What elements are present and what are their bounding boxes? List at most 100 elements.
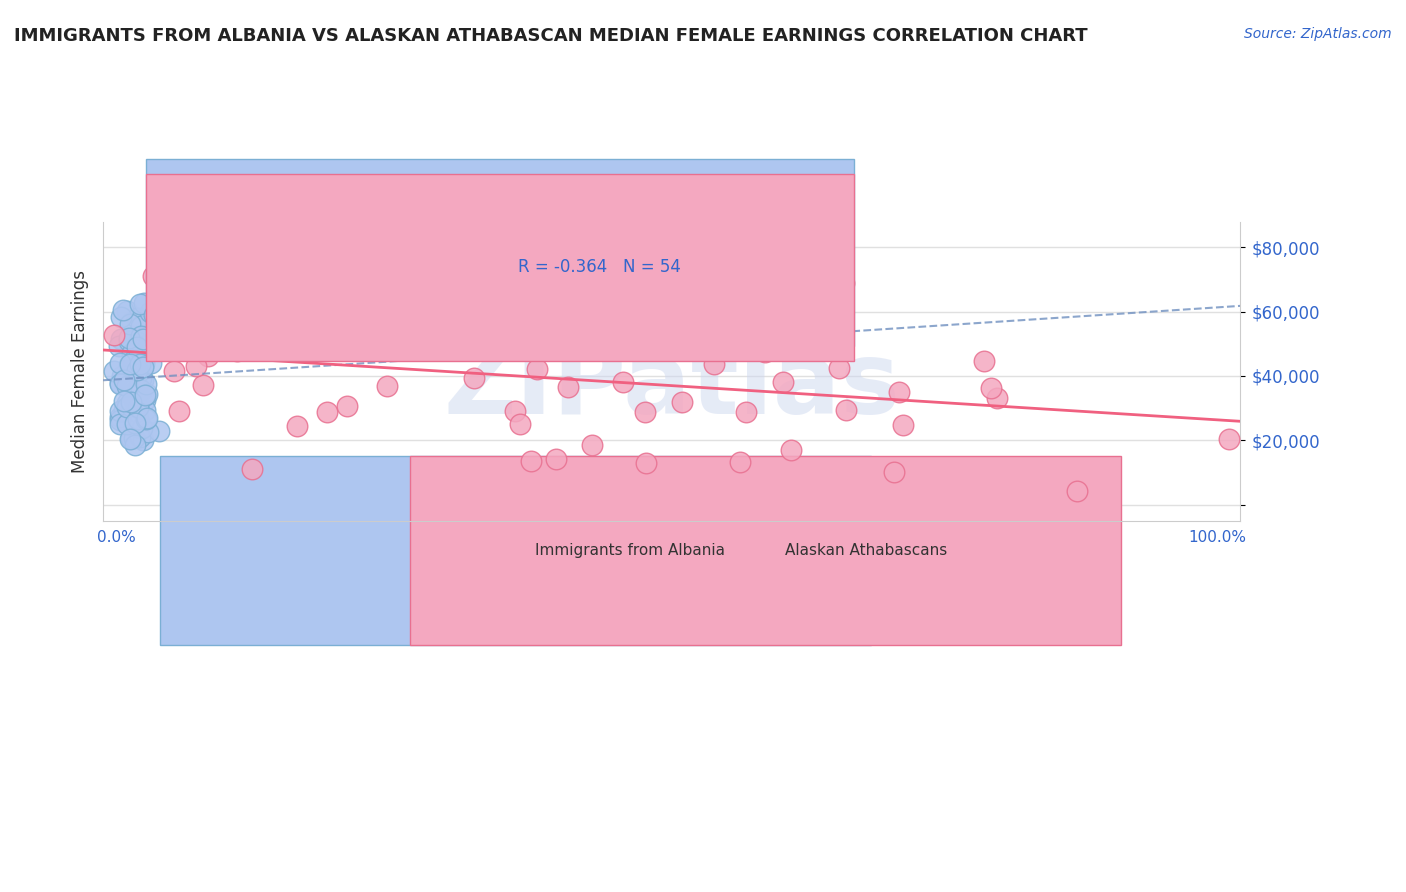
Point bbox=[132, 373, 155, 387]
Point bbox=[135, 377, 157, 392]
Point bbox=[737, 336, 759, 351]
Point bbox=[127, 363, 149, 377]
Point bbox=[544, 452, 567, 467]
Point bbox=[136, 425, 159, 440]
Point bbox=[127, 340, 149, 354]
Point bbox=[703, 357, 725, 371]
Point bbox=[120, 317, 142, 331]
Point bbox=[112, 302, 135, 317]
Point bbox=[118, 357, 141, 371]
Point bbox=[668, 292, 690, 306]
Point bbox=[1218, 432, 1240, 446]
Point bbox=[754, 345, 776, 359]
Point bbox=[434, 286, 457, 301]
Point bbox=[142, 268, 165, 283]
Point bbox=[374, 343, 396, 358]
Point bbox=[671, 395, 693, 409]
Point bbox=[520, 454, 543, 468]
Text: Alaskan Athabascans: Alaskan Athabascans bbox=[786, 543, 948, 558]
Point bbox=[285, 418, 308, 433]
FancyBboxPatch shape bbox=[160, 457, 870, 645]
Point bbox=[121, 346, 143, 360]
Point bbox=[129, 357, 152, 371]
Point bbox=[115, 378, 138, 392]
Point bbox=[122, 353, 145, 368]
Point bbox=[125, 398, 148, 412]
Point bbox=[721, 276, 744, 290]
Point bbox=[127, 401, 149, 416]
Text: IMMIGRANTS FROM ALBANIA VS ALASKAN ATHABASCAN MEDIAN FEMALE EARNINGS CORRELATION: IMMIGRANTS FROM ALBANIA VS ALASKAN ATHAB… bbox=[14, 27, 1088, 45]
Point bbox=[132, 434, 155, 448]
Point bbox=[121, 380, 143, 394]
Point bbox=[138, 304, 160, 318]
Y-axis label: Median Female Earnings: Median Female Earnings bbox=[72, 269, 89, 473]
Point bbox=[129, 345, 152, 359]
Point bbox=[127, 400, 149, 414]
Point bbox=[112, 394, 135, 409]
FancyBboxPatch shape bbox=[478, 243, 786, 278]
Point bbox=[108, 412, 131, 426]
Point bbox=[127, 334, 149, 349]
Point bbox=[129, 371, 152, 385]
Point bbox=[136, 387, 159, 401]
Point bbox=[887, 384, 910, 399]
Point bbox=[129, 297, 152, 311]
Point bbox=[503, 404, 526, 418]
Text: 0.0%: 0.0% bbox=[97, 530, 136, 544]
Point bbox=[132, 332, 155, 346]
Point bbox=[526, 362, 548, 376]
Point bbox=[122, 382, 145, 396]
Point bbox=[134, 402, 156, 417]
Point bbox=[118, 379, 141, 393]
Point bbox=[103, 364, 125, 378]
Point bbox=[120, 374, 142, 388]
Point bbox=[124, 438, 146, 452]
Point bbox=[124, 394, 146, 409]
Text: ZIPatlas: ZIPatlas bbox=[443, 337, 900, 434]
Point bbox=[118, 330, 141, 344]
Point bbox=[103, 327, 125, 342]
Text: Source: ZipAtlas.com: Source: ZipAtlas.com bbox=[1244, 27, 1392, 41]
Point bbox=[118, 343, 141, 358]
Point bbox=[779, 442, 801, 457]
Point bbox=[163, 364, 186, 378]
Point bbox=[240, 461, 263, 475]
Point bbox=[134, 330, 156, 344]
Point bbox=[115, 400, 138, 414]
Point bbox=[110, 310, 132, 324]
Point bbox=[440, 325, 463, 339]
Point bbox=[129, 329, 152, 343]
Point bbox=[108, 339, 131, 353]
Point bbox=[891, 417, 914, 432]
Point bbox=[612, 376, 634, 390]
Point bbox=[121, 363, 143, 377]
Point bbox=[735, 405, 758, 419]
Point bbox=[463, 370, 485, 384]
Point bbox=[125, 405, 148, 419]
Point bbox=[120, 432, 142, 446]
Point bbox=[125, 393, 148, 408]
Text: R = -0.364   N = 54: R = -0.364 N = 54 bbox=[519, 259, 681, 277]
Point bbox=[148, 424, 170, 438]
Point bbox=[413, 297, 436, 311]
Point bbox=[118, 334, 141, 348]
Point bbox=[132, 360, 155, 375]
Point bbox=[127, 367, 149, 381]
Point bbox=[139, 356, 162, 370]
Point bbox=[128, 382, 150, 396]
Point bbox=[120, 399, 142, 413]
Point bbox=[110, 417, 132, 431]
Point bbox=[129, 368, 152, 383]
Point bbox=[132, 296, 155, 310]
Point bbox=[118, 358, 141, 372]
Point bbox=[973, 353, 995, 368]
Point bbox=[135, 412, 157, 426]
Point bbox=[115, 375, 138, 389]
Point bbox=[124, 416, 146, 430]
Point bbox=[557, 380, 579, 394]
Point bbox=[191, 378, 214, 392]
Point bbox=[115, 396, 138, 410]
Point bbox=[121, 375, 143, 389]
Point bbox=[108, 376, 131, 391]
Point bbox=[120, 395, 142, 409]
